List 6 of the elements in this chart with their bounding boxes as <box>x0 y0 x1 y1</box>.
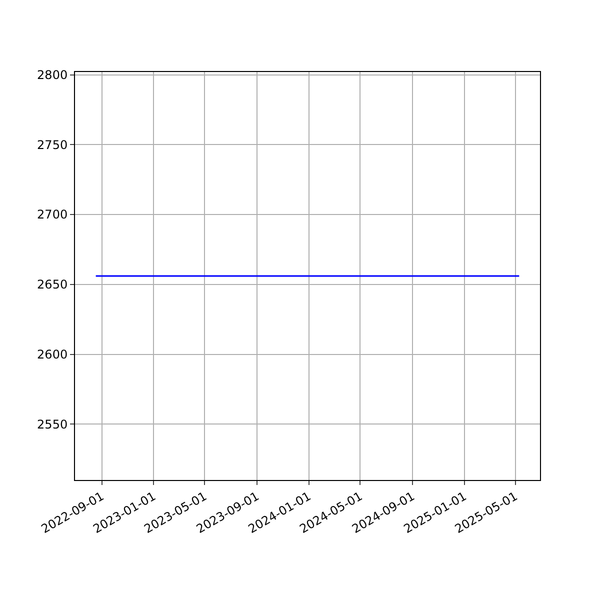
y-tick-label: 2550 <box>37 417 68 432</box>
y-tick-label: 2650 <box>37 278 68 292</box>
y-tick-label: 2800 <box>37 68 68 82</box>
y-tick-label: 2750 <box>37 138 68 152</box>
y-tick-label: 2600 <box>37 347 68 362</box>
y-tick-label: 2700 <box>37 208 68 222</box>
